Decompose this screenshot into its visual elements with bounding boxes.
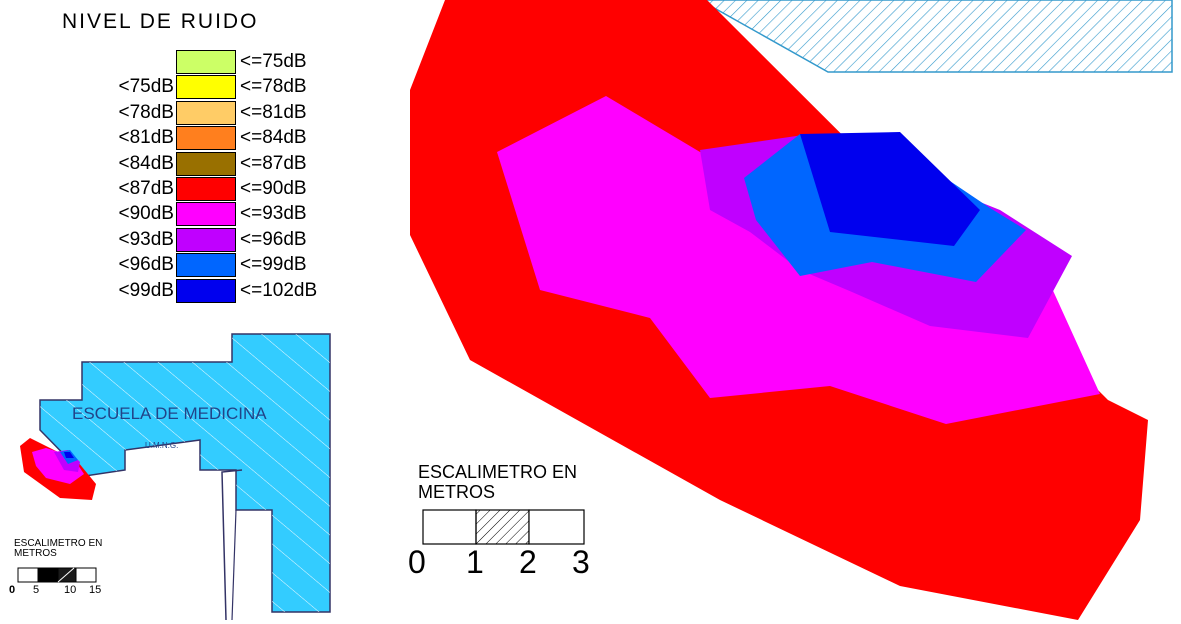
legend-high-label: <=87dB [240,152,307,174]
legend-high-label: <=99dB [240,254,307,276]
legend-color-swatch [176,126,236,151]
building-walkway-line [221,469,243,621]
legend-low-label: <75dB [118,76,174,98]
legend-row: <99dB <=102dB [60,278,317,305]
small-scale-label-line1: ESCALIMETRO EN [14,538,103,549]
legend-high-label: <=96dB [240,228,307,250]
legend-low-label: <93dB [118,228,174,250]
legend-high-label: <=102dB [240,279,318,301]
legend-color-swatch [176,278,236,303]
legend-high-label: <=75dB [240,51,307,72]
legend-row: <87dB <=90dB [60,177,307,203]
legend-low-label: <87dB [118,178,174,199]
big-scale-label-line1: ESCALIMETRO EN [418,462,578,482]
legend-row: <84dB <=87dB [60,151,307,178]
small-scale-segment-2 [37,567,59,583]
big-scale-label-line2: METROS [418,482,496,502]
building-hatch-overlay [40,334,330,612]
legend-row: <93dB <=96dB [60,227,307,254]
big-scale-segment-1 [422,509,477,545]
legend-color-swatch [176,177,236,201]
legend-row: <=75dB [60,50,307,76]
legend-color-swatch [176,253,236,278]
legend-high-label: <=84dB [240,127,307,149]
small-scale-tick-15: 15 [89,584,102,596]
legend-row: <81dB <=84dB [60,126,307,152]
legend-low-label: <78dB [118,101,174,123]
small-scale-segment-4 [75,567,97,583]
big-scale-segment-3 [528,509,585,545]
legend-color-swatch [176,227,236,252]
small-scale-label-line2: METROS [14,548,57,559]
legend-row: <78dB <=81dB [60,100,307,127]
legend-low-label: <81dB [118,127,174,149]
legend-high-label: <=81dB [240,101,307,123]
big-scale-tick-1: 1 [466,544,484,580]
legend-high-label: <=90dB [240,178,307,199]
legend-low-label: <90dB [118,203,174,225]
small-scale-tick-5: 5 [33,584,40,596]
legend-color-swatch [176,100,236,125]
big-scale-tick-2: 2 [519,544,537,580]
legend-row: <90dB <=93dB [60,202,307,228]
legend-low-label: <96dB [118,254,174,276]
small-scale-hatch [57,567,75,583]
legend-color-swatch [176,202,236,227]
noise-zone-99-102db [800,132,980,246]
legend-row: <96dB <=99dB [60,253,307,279]
mini-noise-zone-darkblue [64,452,74,458]
legend-high-label: <=93dB [240,203,307,225]
legend-low-label: <99dB [118,279,174,301]
building-name-label: ESCUELA DE MEDICINA [72,404,267,423]
legend-row: <75dB <=78dB [60,75,307,101]
hatched-area-top [698,0,1173,73]
building-walkway-line-2 [231,509,237,621]
legend-color-swatch [176,151,236,176]
small-scale-tick-10: 10 [64,584,77,596]
small-scale-segment-1 [17,567,39,583]
legend-low-label: <84dB [118,152,174,174]
big-scale-tick-3: 3 [572,544,590,580]
legend-color-swatch [176,75,236,100]
big-scale-tick-0: 0 [408,544,426,580]
legend-high-label: <=78dB [240,76,307,98]
building-subtitle-label: U.M.N.G. [145,441,179,450]
legend-title: NIVEL DE RUIDO [62,10,259,33]
small-scale-tick-0: 0 [9,584,16,596]
legend-color-swatch [176,50,236,74]
big-scale-segment-2 [475,509,530,545]
